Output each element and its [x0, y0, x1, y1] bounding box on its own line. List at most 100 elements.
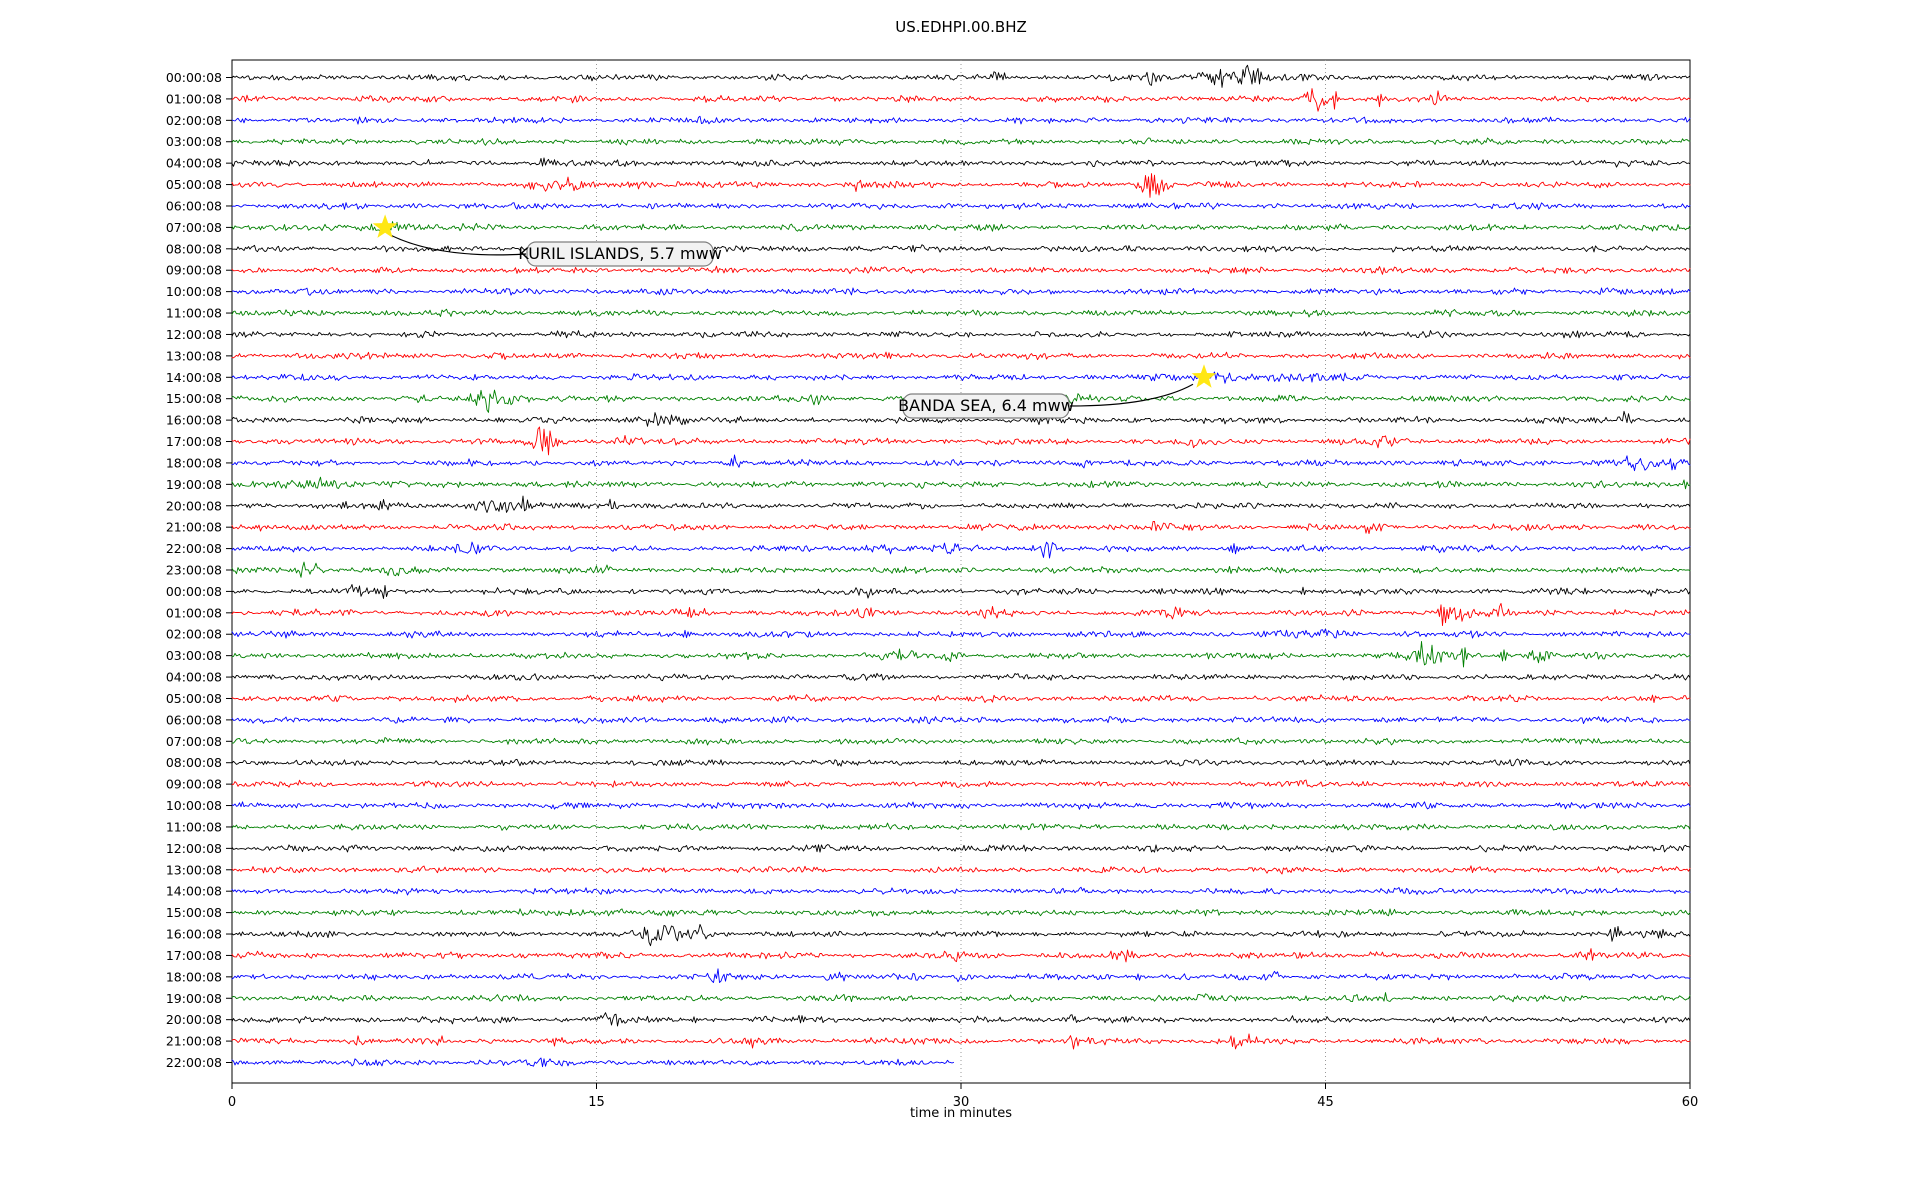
x-axis-tick-label: 45 [1317, 1095, 1334, 1110]
trace-row-4 [231, 157, 1691, 168]
y-axis-label: 09:00:08 [166, 263, 222, 278]
y-axis-label: 04:00:08 [166, 156, 222, 171]
x-axis-ticks: 0 15 30 45 60 [228, 1083, 1698, 1110]
y-axis-label: 02:00:08 [166, 113, 222, 128]
y-axis-label: 00:00:08 [166, 584, 222, 599]
y-axis-label: 14:00:08 [166, 884, 222, 899]
event-annotation-label: KURIL ISLANDS, 5.7 mww [518, 244, 722, 263]
y-axis-label: 13:00:08 [166, 862, 222, 877]
trace-row-19 [231, 476, 1691, 490]
trace-row-8 [231, 244, 1691, 253]
event-annotation-box [526, 241, 714, 267]
trace-row-35 [231, 822, 1691, 831]
x-axis-label: time in minutes [910, 1106, 1012, 1121]
trace-row-7 [231, 221, 1691, 233]
y-axis-label: 18:00:08 [166, 969, 222, 984]
y-axis-label: 19:00:08 [166, 477, 222, 492]
trace-row-29 [231, 694, 1691, 703]
y-axis-label: 16:00:08 [166, 413, 222, 428]
y-axis-label: 03:00:08 [166, 648, 222, 663]
y-axis-label: 08:00:08 [166, 241, 222, 256]
trace-row-12 [231, 330, 1691, 339]
trace-row-46 [231, 1057, 954, 1068]
trace-row-37 [231, 865, 1691, 875]
y-axis-label: 05:00:08 [166, 691, 222, 706]
y-axis-label: 15:00:08 [166, 905, 222, 920]
x-axis-tick-label: 15 [588, 1095, 605, 1110]
y-axis-label: 22:00:08 [166, 1055, 222, 1070]
trace-row-2 [231, 115, 1691, 125]
event-leader-line [390, 234, 527, 256]
y-axis-label: 11:00:08 [166, 819, 222, 834]
trace-row-45 [231, 1033, 1691, 1050]
y-axis-label: 22:00:08 [166, 541, 222, 556]
trace-row-30 [231, 716, 1691, 725]
trace-row-23 [231, 561, 1691, 578]
y-axis-label: 01:00:08 [166, 91, 222, 106]
event-annotations: KURIL ISLANDS, 5.7 mww BANDA SEA, 6.4 mww [372, 214, 1217, 419]
trace-row-38 [231, 886, 1691, 896]
y-axis-label: 02:00:08 [166, 627, 222, 642]
y-axis-label: 15:00:08 [166, 391, 222, 406]
gridline-group [596, 60, 1326, 1083]
event-leader-line [1069, 383, 1194, 407]
y-axis-label: 17:00:08 [166, 434, 222, 449]
event-star-icon [1191, 364, 1217, 388]
trace-row-36 [231, 844, 1691, 853]
trace-row-44 [231, 1012, 1691, 1027]
y-axis-label: 20:00:08 [166, 1012, 222, 1027]
y-axis-label: 18:00:08 [166, 455, 222, 470]
x-axis-tick-label: 60 [1682, 1095, 1699, 1110]
trace-row-1 [231, 88, 1691, 112]
y-axis-label: 10:00:08 [166, 798, 222, 813]
trace-row-24 [231, 584, 1691, 599]
trace-row-11 [231, 308, 1691, 318]
trace-row-21 [231, 521, 1691, 535]
event-star-icon [372, 214, 398, 238]
trace-row-25 [231, 602, 1691, 627]
y-axis-label: 01:00:08 [166, 605, 222, 620]
trace-row-14 [231, 371, 1691, 384]
y-axis-label: 17:00:08 [166, 948, 222, 963]
trace-row-34 [231, 801, 1691, 810]
y-axis-ticks: 00:00:08 01:00:08 02:00:08 03:00:08 04:00:08… [166, 70, 232, 1070]
y-axis-label: 12:00:08 [166, 327, 222, 342]
y-axis-label: 23:00:08 [166, 563, 222, 578]
y-axis-label: 11:00:08 [166, 306, 222, 321]
trace-row-20 [231, 495, 1691, 513]
y-axis-label: 06:00:08 [166, 712, 222, 727]
trace-row-31 [231, 737, 1691, 746]
y-axis-label: 14:00:08 [166, 370, 222, 385]
y-axis-label: 03:00:08 [166, 134, 222, 149]
y-axis-label: 05:00:08 [166, 177, 222, 192]
x-axis-tick-label: 30 [953, 1095, 970, 1110]
y-axis-label: 10:00:08 [166, 284, 222, 299]
y-axis-label: 00:00:08 [166, 70, 222, 85]
trace-row-40 [231, 923, 1691, 947]
y-axis-label: 07:00:08 [166, 734, 222, 749]
y-axis-label: 19:00:08 [166, 991, 222, 1006]
y-axis-label: 12:00:08 [166, 841, 222, 856]
y-axis-label: 07:00:08 [166, 220, 222, 235]
trace-row-27 [231, 641, 1691, 668]
y-axis-label: 13:00:08 [166, 348, 222, 363]
trace-row-41 [231, 948, 1691, 963]
plot-title: US.EDHPI.00.BHZ [895, 18, 1027, 36]
trace-row-9 [231, 265, 1691, 275]
x-axis-tick-label: 0 [228, 1095, 236, 1110]
y-axis-label: 20:00:08 [166, 498, 222, 513]
y-axis-label: 09:00:08 [166, 777, 222, 792]
trace-row-10 [231, 287, 1691, 296]
y-axis-label: 04:00:08 [166, 670, 222, 685]
event-annotation-box [902, 393, 1070, 419]
y-axis-label: 16:00:08 [166, 927, 222, 942]
trace-row-16 [231, 410, 1691, 427]
y-axis-label: 21:00:08 [166, 1034, 222, 1049]
y-axis-label: 21:00:08 [166, 520, 222, 535]
event-annotation-label: BANDA SEA, 6.4 mww [898, 396, 1074, 415]
y-axis-label: 06:00:08 [166, 198, 222, 213]
trace-row-42 [231, 968, 1691, 983]
y-axis-label: 08:00:08 [166, 755, 222, 770]
